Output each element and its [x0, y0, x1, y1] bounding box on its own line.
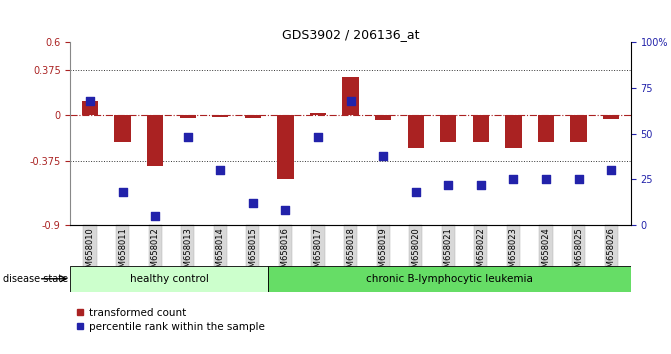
- Point: [573, 176, 584, 182]
- Point: [411, 189, 421, 195]
- Point: [541, 176, 552, 182]
- Bar: [212, 115, 228, 116]
- Point: [345, 98, 356, 104]
- Point: [606, 167, 617, 173]
- Point: [476, 182, 486, 188]
- Bar: [180, 115, 196, 118]
- Bar: [342, 76, 359, 115]
- Point: [183, 135, 193, 140]
- Bar: [147, 115, 163, 166]
- Point: [280, 207, 291, 213]
- Point: [215, 167, 225, 173]
- Point: [378, 153, 389, 158]
- Text: healthy control: healthy control: [130, 274, 209, 284]
- Bar: [538, 115, 554, 142]
- Bar: [603, 115, 619, 119]
- Point: [313, 135, 323, 140]
- Bar: [375, 115, 391, 120]
- Point: [117, 189, 128, 195]
- Bar: [440, 115, 456, 142]
- Point: [150, 213, 160, 218]
- Text: disease state: disease state: [3, 274, 68, 284]
- Bar: [473, 115, 489, 142]
- Bar: [310, 113, 326, 115]
- Point: [443, 182, 454, 188]
- Bar: [70, 266, 268, 292]
- Bar: [245, 115, 261, 118]
- Text: chronic B-lymphocytic leukemia: chronic B-lymphocytic leukemia: [366, 274, 533, 284]
- Bar: [570, 115, 586, 142]
- Bar: [268, 266, 631, 292]
- Bar: [505, 115, 521, 148]
- Bar: [115, 115, 131, 142]
- Point: [248, 200, 258, 206]
- Bar: [277, 115, 294, 179]
- Point: [508, 176, 519, 182]
- Bar: [82, 101, 98, 115]
- Legend: transformed count, percentile rank within the sample: transformed count, percentile rank withi…: [76, 308, 265, 332]
- Title: GDS3902 / 206136_at: GDS3902 / 206136_at: [282, 28, 419, 41]
- Point: [85, 98, 95, 104]
- Bar: [407, 115, 424, 148]
